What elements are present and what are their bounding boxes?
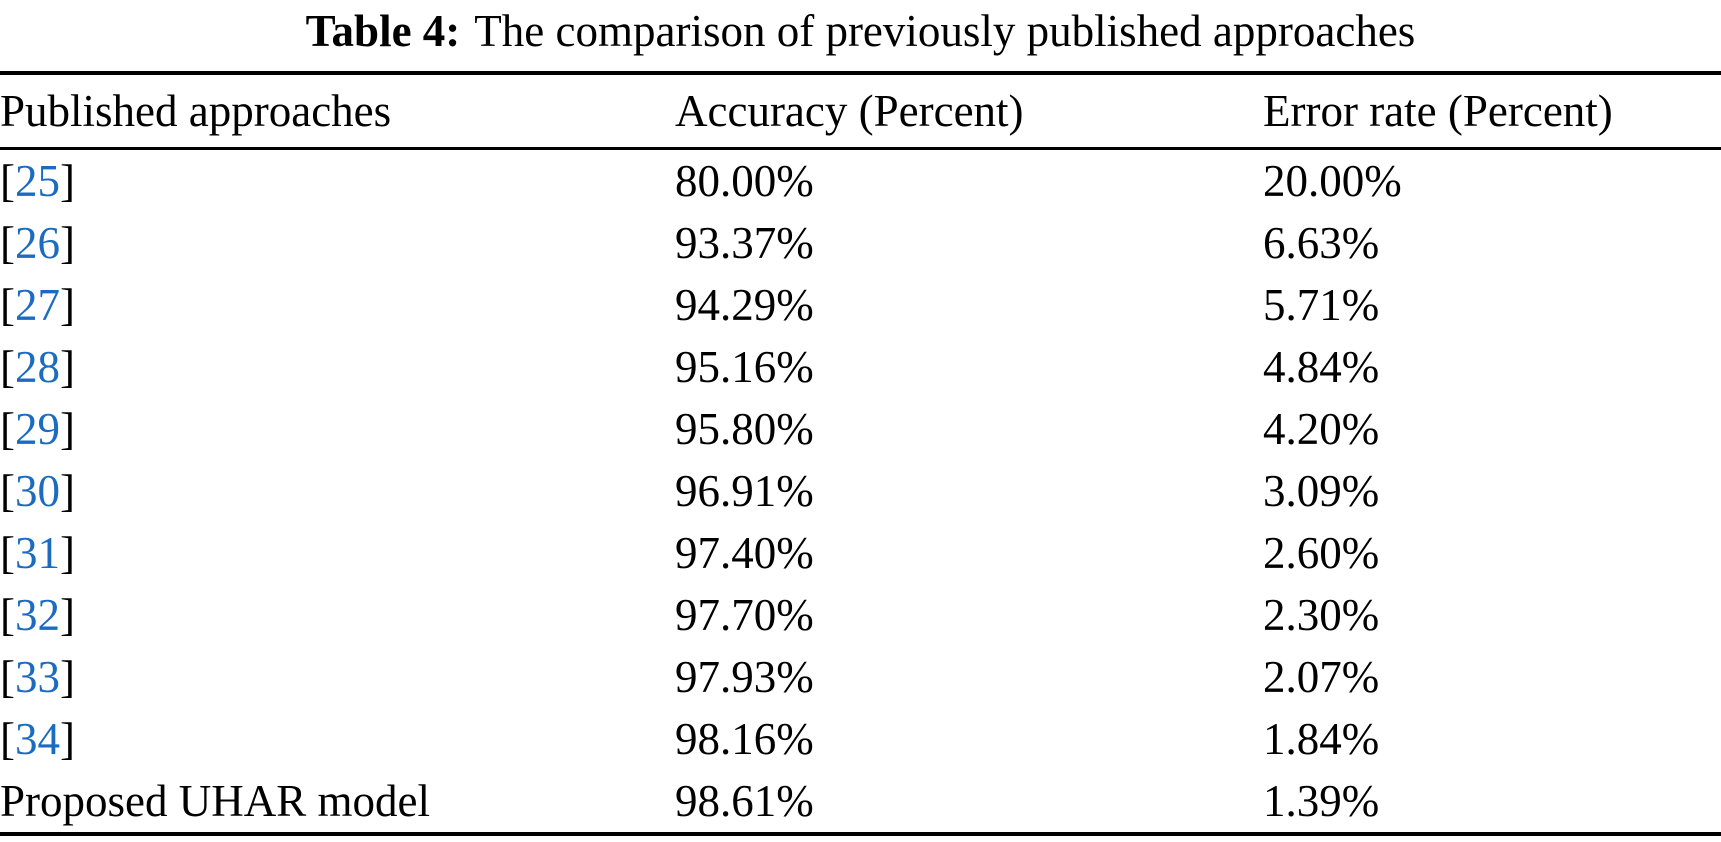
approach-cell: [27] [0, 274, 675, 336]
approach-cell: [29] [0, 398, 675, 460]
table-caption-label: Table 4: [305, 6, 461, 56]
citation-bracket: ] [60, 528, 75, 578]
header-row: Published approaches Accuracy (Percent) … [0, 73, 1721, 150]
approach-cell: [33] [0, 646, 675, 708]
citation-bracket: [ [0, 714, 15, 764]
citation-bracket: ] [60, 652, 75, 702]
citation-link[interactable]: 27 [15, 280, 60, 330]
approach-cell: [30] [0, 460, 675, 522]
error-rate-cell: 3.09% [1263, 466, 1380, 516]
accuracy-cell: 97.70% [675, 590, 814, 640]
table-caption: Table 4: The comparison of previously pu… [0, 0, 1721, 71]
accuracy-cell: 98.16% [675, 714, 814, 764]
table-row: [30] 96.91% 3.09% [0, 460, 1721, 522]
citation-bracket: ] [60, 342, 75, 392]
citation-link[interactable]: 32 [15, 590, 60, 640]
citation-link[interactable]: 34 [15, 714, 60, 764]
table-row: [29] 95.80% 4.20% [0, 398, 1721, 460]
citation-link[interactable]: 30 [15, 466, 60, 516]
approach-cell: [34] [0, 708, 675, 770]
comparison-table: Published approaches Accuracy (Percent) … [0, 71, 1721, 836]
error-rate-cell: 6.63% [1263, 218, 1380, 268]
citation-link[interactable]: 26 [15, 218, 60, 268]
column-header-published-approaches: Published approaches [0, 73, 675, 150]
approach-cell: [31] [0, 522, 675, 584]
table-row: [27] 94.29% 5.71% [0, 274, 1721, 336]
approach-cell: [25] [0, 149, 675, 213]
citation-bracket: [ [0, 590, 15, 640]
approach-cell: Proposed UHAR model [0, 776, 430, 826]
accuracy-cell: 98.61% [675, 776, 814, 826]
error-rate-cell: 2.60% [1263, 528, 1380, 578]
citation-bracket: [ [0, 280, 15, 330]
column-header-error-rate: Error rate (Percent) [1263, 73, 1721, 150]
column-header-accuracy: Accuracy (Percent) [675, 73, 1263, 150]
error-rate-cell: 1.84% [1263, 714, 1380, 764]
citation-bracket: ] [60, 714, 75, 764]
accuracy-cell: 94.29% [675, 280, 814, 330]
citation-bracket: ] [60, 404, 75, 454]
table-row: [33] 97.93% 2.07% [0, 646, 1721, 708]
citation-link[interactable]: 25 [15, 156, 60, 206]
citation-bracket: [ [0, 342, 15, 392]
approach-cell: [26] [0, 212, 675, 274]
citation-bracket: [ [0, 404, 15, 454]
citation-bracket: [ [0, 218, 15, 268]
error-rate-cell: 2.07% [1263, 652, 1380, 702]
error-rate-cell: 2.30% [1263, 590, 1380, 640]
citation-bracket: [ [0, 156, 15, 206]
error-rate-cell: 5.71% [1263, 280, 1380, 330]
accuracy-cell: 96.91% [675, 466, 814, 516]
citation-bracket: ] [60, 466, 75, 516]
citation-bracket: [ [0, 466, 15, 516]
accuracy-cell: 93.37% [675, 218, 814, 268]
citation-link[interactable]: 31 [15, 528, 60, 578]
accuracy-cell: 97.40% [675, 528, 814, 578]
table-row: [31] 97.40% 2.60% [0, 522, 1721, 584]
accuracy-cell: 95.16% [675, 342, 814, 392]
citation-bracket: ] [60, 218, 75, 268]
error-rate-cell: 1.39% [1263, 776, 1380, 826]
table-row: [25] 80.00% 20.00% [0, 149, 1721, 213]
table-body: [25] 80.00% 20.00% [26] 93.37% 6.63% [27… [0, 149, 1721, 835]
table-row-proposed-model: Proposed UHAR model 98.61% 1.39% [0, 770, 1721, 834]
accuracy-cell: 80.00% [675, 156, 814, 206]
citation-bracket: [ [0, 528, 15, 578]
error-rate-cell: 4.20% [1263, 404, 1380, 454]
approach-cell: [32] [0, 584, 675, 646]
table-row: [28] 95.16% 4.84% [0, 336, 1721, 398]
table-caption-text: The comparison of previously published a… [474, 6, 1416, 56]
error-rate-cell: 4.84% [1263, 342, 1380, 392]
citation-bracket: [ [0, 652, 15, 702]
error-rate-cell: 20.00% [1263, 156, 1402, 206]
citation-link[interactable]: 33 [15, 652, 60, 702]
citation-bracket: ] [60, 280, 75, 330]
citation-bracket: ] [60, 156, 75, 206]
table-row: [34] 98.16% 1.84% [0, 708, 1721, 770]
approach-cell: [28] [0, 336, 675, 398]
accuracy-cell: 97.93% [675, 652, 814, 702]
citation-bracket: ] [60, 590, 75, 640]
citation-link[interactable]: 28 [15, 342, 60, 392]
table-row: [26] 93.37% 6.63% [0, 212, 1721, 274]
table-header: Published approaches Accuracy (Percent) … [0, 73, 1721, 150]
citation-link[interactable]: 29 [15, 404, 60, 454]
accuracy-cell: 95.80% [675, 404, 814, 454]
table-row: [32] 97.70% 2.30% [0, 584, 1721, 646]
